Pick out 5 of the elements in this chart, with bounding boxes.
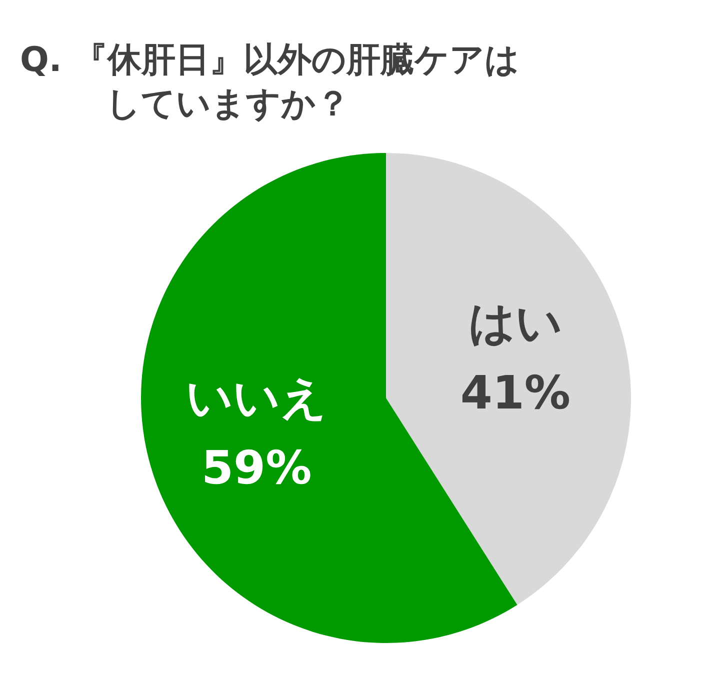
slice-label: いいえ <box>186 370 328 425</box>
data-label: 59% <box>202 440 312 495</box>
data-label: 41% <box>460 365 570 420</box>
slice-label: はい <box>468 295 562 350</box>
chart-title: Q. 『休肝日』以外の肝臓ケアはしていますか？ <box>20 39 521 126</box>
